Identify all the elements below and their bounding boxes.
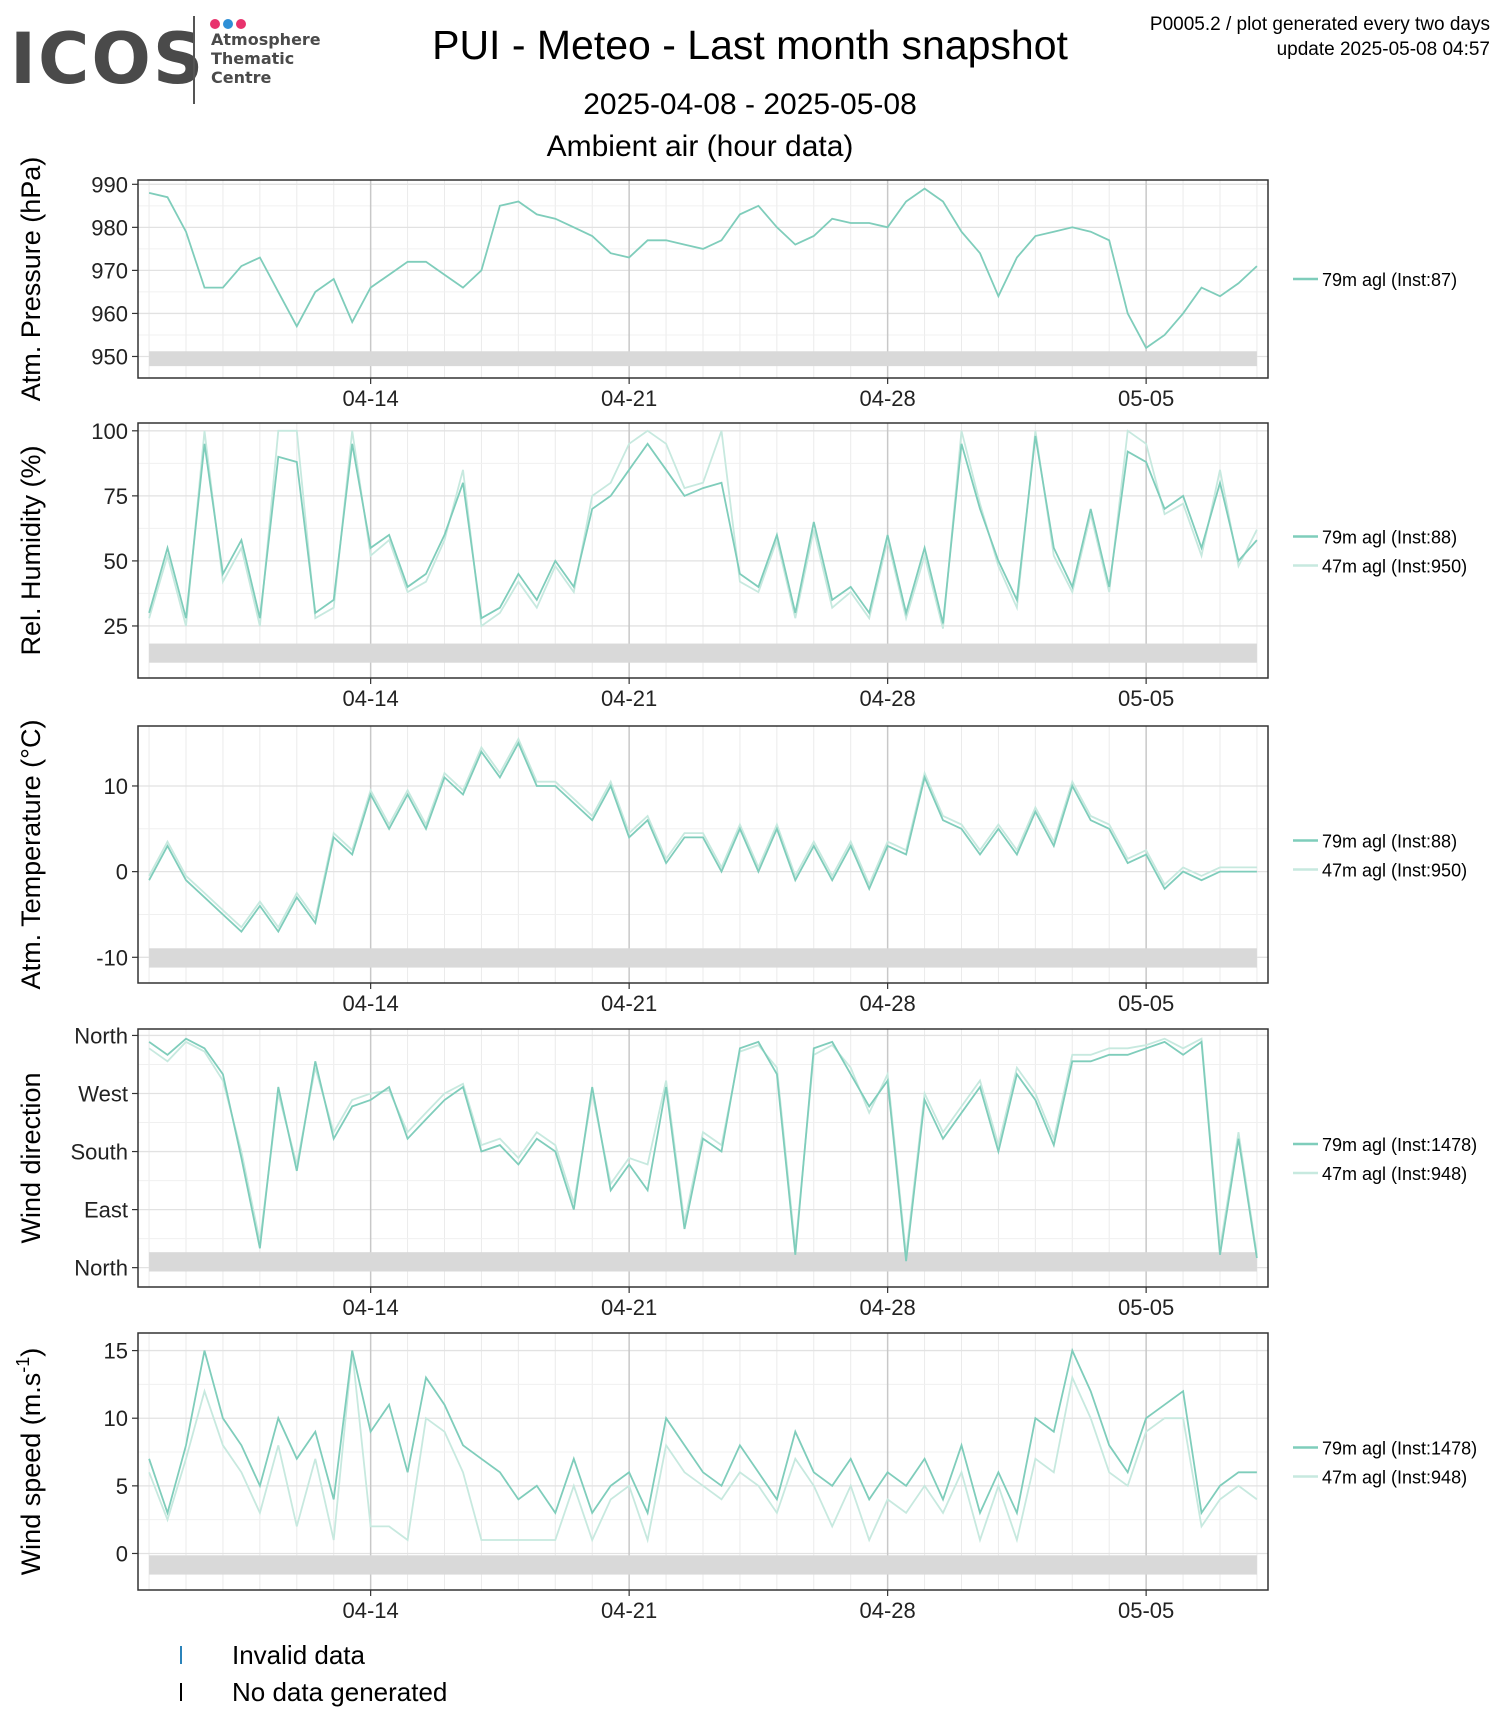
x-tick-label: 04-21 xyxy=(601,686,657,711)
y-tick-label: 10 xyxy=(104,774,128,799)
y-axis-label: Rel. Humidity (%) xyxy=(16,445,46,655)
y-tick-label: 5 xyxy=(116,1474,128,1499)
x-tick-label: 04-28 xyxy=(859,991,915,1016)
panel-border xyxy=(137,1028,1269,1288)
chart-subtitle: Ambient air (hour data) xyxy=(546,130,854,163)
legend-label: 79m agl (Inst:1478) xyxy=(1322,1439,1477,1459)
x-tick-label: 04-14 xyxy=(343,1295,399,1320)
y-tick-label: 980 xyxy=(91,215,128,240)
series-line xyxy=(148,187,1258,350)
series-line xyxy=(148,736,1257,929)
page-title: PUI - Meteo - Last month snapshot xyxy=(432,22,1068,68)
status-band xyxy=(149,948,1257,968)
x-tick-label: 04-28 xyxy=(859,1295,915,1320)
y-tick-label: North xyxy=(74,1023,128,1048)
invalid-data-mark xyxy=(180,1646,182,1664)
y-axis-label: Atm. Temperature (°C) xyxy=(16,720,46,990)
series-line xyxy=(148,435,1258,624)
status-band xyxy=(149,351,1257,367)
y-tick-label: 15 xyxy=(104,1339,128,1364)
y-tick-label: 990 xyxy=(91,172,128,197)
series-line xyxy=(148,1037,1258,1255)
y-axis-label: Wind direction xyxy=(16,1072,46,1243)
logo-dots xyxy=(210,16,249,29)
x-tick-label: 04-21 xyxy=(601,1295,657,1320)
series-line xyxy=(148,741,1257,934)
status-band xyxy=(149,1252,1257,1272)
x-tick-label: 05-05 xyxy=(1118,1295,1174,1320)
y-tick-label: 950 xyxy=(91,344,128,369)
y-tick-label: 50 xyxy=(104,549,128,574)
logo-wordmark: ICOS xyxy=(10,18,206,100)
x-tick-label: 04-28 xyxy=(859,386,915,411)
logo-dot xyxy=(223,19,233,29)
series-line xyxy=(148,1037,1258,1262)
logo-line: Thematic xyxy=(211,49,295,68)
logo-line: Atmosphere xyxy=(211,30,321,49)
logo-line: Centre xyxy=(211,68,272,87)
legend-label: Invalid data xyxy=(232,1640,365,1670)
unit-superscript: -1 xyxy=(13,1357,33,1373)
panel-border xyxy=(137,422,1269,679)
date-range: 2025-04-08 - 2025-05-08 xyxy=(583,88,917,121)
y-tick-label: West xyxy=(78,1082,128,1107)
panel-border xyxy=(137,179,1269,379)
legend-label: No data generated xyxy=(232,1677,448,1707)
x-tick-label: 05-05 xyxy=(1118,991,1174,1016)
plot-meta: P0005.2 / plot generated every two days … xyxy=(1150,12,1490,62)
x-tick-label: 04-14 xyxy=(343,1598,399,1623)
x-tick-label: 04-21 xyxy=(601,1598,657,1623)
legend-label: 79m agl (Inst:88) xyxy=(1322,528,1457,548)
y-tick-label: 10 xyxy=(104,1406,128,1431)
series-line xyxy=(148,1350,1258,1544)
x-tick-label: 05-05 xyxy=(1118,686,1174,711)
status-band xyxy=(149,643,1257,663)
y-tick-label: North xyxy=(74,1256,128,1281)
legend-label: 47m agl (Inst:948) xyxy=(1322,1164,1467,1184)
logo-dot xyxy=(210,19,220,29)
y-tick-label: 100 xyxy=(91,419,128,444)
y-tick-label: South xyxy=(71,1140,129,1165)
icos-logo: ICOS Atmosphere Thematic Centre xyxy=(10,14,340,104)
x-tick-label: 04-28 xyxy=(859,1598,915,1623)
logo-subtitle: Atmosphere Thematic Centre xyxy=(211,30,321,87)
logo-dot xyxy=(236,19,246,29)
x-tick-label: 04-14 xyxy=(343,991,399,1016)
legend-label: 79m agl (Inst:88) xyxy=(1322,832,1457,852)
y-tick-label: 960 xyxy=(91,301,128,326)
series-line xyxy=(148,1347,1257,1516)
no-data-mark xyxy=(180,1683,182,1701)
x-tick-label: 04-21 xyxy=(601,991,657,1016)
x-tick-label: 04-14 xyxy=(343,386,399,411)
y-tick-label: 75 xyxy=(104,484,128,509)
meta-line: update 2025-05-08 04:57 xyxy=(1276,39,1490,60)
x-tick-label: 04-28 xyxy=(859,686,915,711)
series-line xyxy=(148,429,1258,629)
y-tick-label: 0 xyxy=(116,860,128,885)
y-tick-label: 0 xyxy=(116,1541,128,1566)
y-axis-label: Wind speed (m.s-1) xyxy=(13,1348,46,1576)
legend-label: 79m agl (Inst:87) xyxy=(1322,270,1457,290)
y-axis-label: Atm. Pressure (hPa) xyxy=(16,157,46,402)
legend-label: 47m agl (Inst:950) xyxy=(1322,861,1467,881)
y-tick-label: 25 xyxy=(104,614,128,639)
legend-label: 47m agl (Inst:950) xyxy=(1322,557,1467,577)
panel-border xyxy=(137,725,1269,984)
meta-line: P0005.2 / plot generated every two days xyxy=(1149,14,1490,35)
y-tick-label: East xyxy=(84,1198,128,1223)
unit-close: ) xyxy=(16,1348,46,1357)
x-tick-label: 05-05 xyxy=(1118,386,1174,411)
x-tick-label: 04-14 xyxy=(343,686,399,711)
x-tick-label: 04-21 xyxy=(601,386,657,411)
y-tick-label: -10 xyxy=(96,945,128,970)
x-tick-label: 05-05 xyxy=(1118,1598,1174,1623)
legend-label: 47m agl (Inst:948) xyxy=(1322,1468,1467,1488)
status-band xyxy=(149,1555,1257,1575)
panel-border xyxy=(137,1332,1269,1591)
logo-divider xyxy=(193,16,195,104)
legend-label: 79m agl (Inst:1478) xyxy=(1322,1135,1477,1155)
y-tick-label: 970 xyxy=(91,258,128,283)
